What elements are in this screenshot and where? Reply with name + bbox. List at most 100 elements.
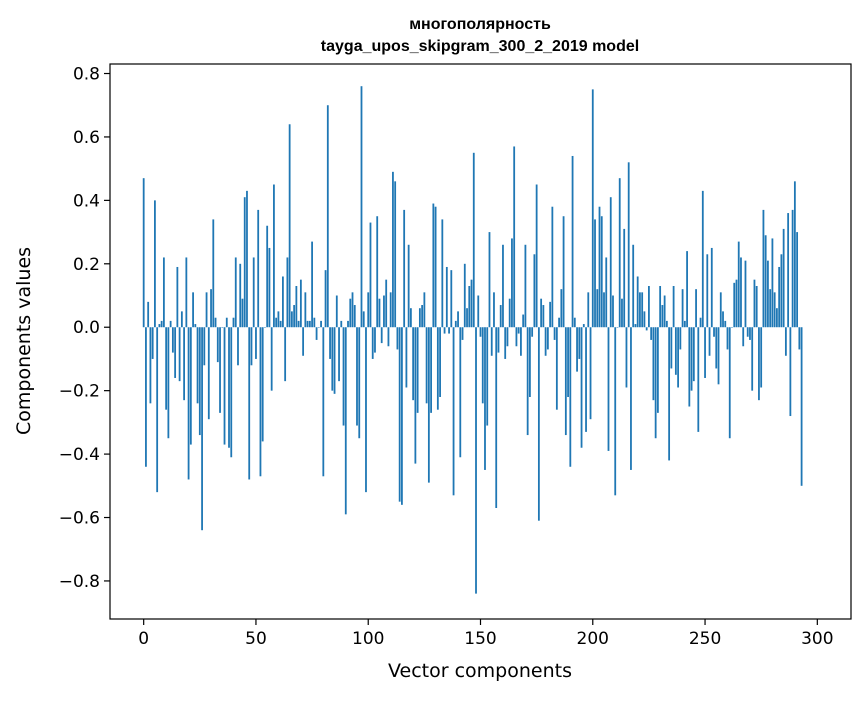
bar xyxy=(522,314,525,328)
bar xyxy=(273,184,275,328)
bar xyxy=(243,197,246,328)
y-tick-label: −0.6 xyxy=(59,509,100,529)
bar xyxy=(454,320,457,328)
bar xyxy=(603,292,605,328)
bar xyxy=(461,327,464,340)
bar xyxy=(246,190,248,328)
bar xyxy=(320,320,322,328)
bar xyxy=(317,327,320,328)
bar xyxy=(616,327,619,328)
bar xyxy=(621,298,623,328)
bar xyxy=(347,320,349,328)
bar xyxy=(205,292,208,328)
bar xyxy=(643,311,646,328)
bar xyxy=(185,257,188,328)
bar xyxy=(742,327,745,347)
bar xyxy=(665,320,668,328)
bar xyxy=(165,327,168,410)
bar xyxy=(502,244,504,328)
bar xyxy=(414,327,417,464)
bar xyxy=(791,209,794,328)
bar xyxy=(740,257,742,328)
bar xyxy=(293,305,296,328)
bar xyxy=(448,327,450,334)
y-tick-label: −0.8 xyxy=(59,572,100,592)
x-tick-label: 0 xyxy=(138,629,149,649)
bar xyxy=(145,327,147,467)
bar xyxy=(591,89,594,328)
bar xyxy=(425,327,428,404)
bar xyxy=(279,320,282,328)
bar xyxy=(329,327,331,359)
bar xyxy=(167,327,170,439)
bar xyxy=(488,232,491,328)
bar xyxy=(692,327,695,382)
bar xyxy=(663,295,666,328)
bar xyxy=(212,219,215,328)
bar xyxy=(585,327,587,432)
bar xyxy=(542,305,545,328)
bar xyxy=(555,327,558,410)
bar xyxy=(735,279,738,328)
bar xyxy=(418,308,421,328)
bar xyxy=(533,254,536,328)
bar xyxy=(308,320,311,328)
bar-series xyxy=(142,86,803,594)
bar xyxy=(299,279,302,328)
bar xyxy=(567,327,569,397)
bar xyxy=(241,298,244,328)
bar xyxy=(520,327,522,356)
bar xyxy=(722,311,724,328)
bar xyxy=(248,327,251,480)
bar xyxy=(223,327,226,445)
bar xyxy=(531,327,534,337)
bar xyxy=(677,327,679,388)
bar xyxy=(398,327,401,502)
bar xyxy=(679,327,682,350)
bar xyxy=(394,181,397,328)
bar xyxy=(436,327,439,410)
bar xyxy=(776,308,778,328)
bar xyxy=(196,327,199,404)
bar xyxy=(239,263,242,328)
bar xyxy=(589,327,592,420)
y-axis-ticks: −0.8 −0.6 −0.4 −0.2 0.0 0.2 0.4 0.6 0.8 xyxy=(59,65,110,592)
bar xyxy=(625,327,628,388)
bar xyxy=(378,298,381,328)
bar xyxy=(580,327,583,448)
bar xyxy=(362,311,365,328)
bar xyxy=(324,270,327,328)
bar xyxy=(607,327,610,451)
bar xyxy=(578,327,581,359)
bar xyxy=(573,317,576,328)
bar xyxy=(537,327,540,521)
bar xyxy=(481,327,484,404)
bar xyxy=(569,327,572,467)
bar xyxy=(728,327,731,439)
bar xyxy=(517,327,520,334)
bar xyxy=(650,327,653,340)
bar xyxy=(412,327,415,401)
bar xyxy=(230,327,233,458)
x-axis-label: Vector components xyxy=(388,660,572,682)
bar xyxy=(171,327,174,353)
bar xyxy=(484,327,486,470)
bar xyxy=(704,327,706,378)
bar xyxy=(356,327,358,426)
bar xyxy=(755,286,758,328)
bar xyxy=(468,286,471,328)
bar xyxy=(198,327,201,436)
bar xyxy=(353,305,356,328)
bar xyxy=(798,327,801,350)
bar xyxy=(697,327,700,432)
x-tick-label: 250 xyxy=(689,629,721,649)
bar xyxy=(576,327,578,372)
bar xyxy=(160,320,163,328)
bar xyxy=(315,327,318,340)
x-tick-label: 150 xyxy=(464,629,496,649)
bar xyxy=(746,327,749,337)
bar xyxy=(156,327,159,493)
bar xyxy=(207,327,210,420)
bar xyxy=(749,327,751,340)
bar xyxy=(719,292,722,328)
